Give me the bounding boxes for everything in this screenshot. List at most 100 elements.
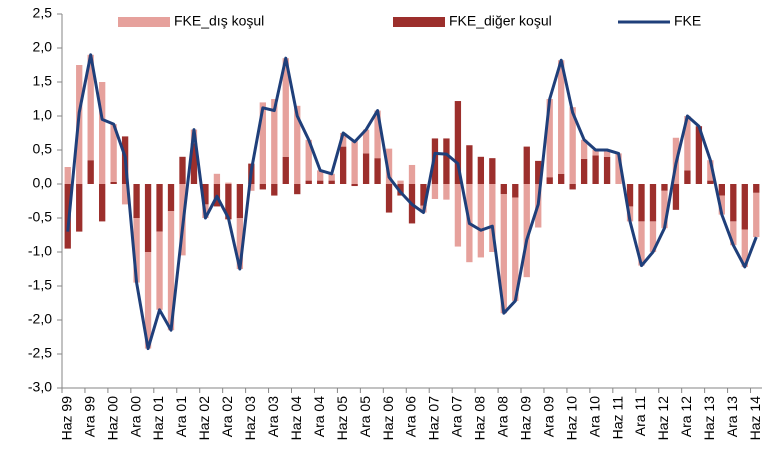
- y-tick-label: -1,0: [28, 243, 52, 259]
- y-tick-label: -2,5: [28, 345, 52, 361]
- bar: [489, 184, 496, 252]
- bar: [282, 156, 289, 184]
- bar: [558, 60, 565, 174]
- bar: [351, 139, 358, 184]
- bar: [489, 158, 496, 184]
- y-tick-label: 2,5: [33, 5, 53, 21]
- bar: [718, 184, 725, 196]
- x-tick-label: Haz 10: [563, 396, 579, 441]
- bar: [121, 184, 129, 205]
- bar: [707, 180, 714, 184]
- bar: [317, 170, 324, 181]
- x-tick-label: Haz 08: [472, 396, 488, 441]
- legend-swatch: [118, 17, 170, 27]
- x-tick-label: Ara 03: [265, 396, 281, 437]
- bar: [730, 184, 737, 222]
- bar: [110, 181, 117, 184]
- x-tick-label: Haz 13: [701, 396, 717, 441]
- x-tick-label: Haz 04: [288, 396, 304, 441]
- bar: [592, 155, 599, 184]
- bar: [225, 182, 232, 184]
- x-tick-label: Ara 02: [219, 396, 235, 437]
- x-tick-label: Ara 11: [632, 396, 648, 436]
- legend-label: FKE_dış koşul: [174, 13, 264, 29]
- x-tick-label: Haz 02: [196, 396, 212, 441]
- x-tick-label: Ara 01: [173, 396, 189, 437]
- x-tick-label: Ara 13: [724, 396, 740, 437]
- bar: [500, 194, 507, 314]
- y-tick-label: 1,0: [33, 107, 53, 123]
- bar: [271, 99, 278, 184]
- bar: [546, 99, 553, 178]
- bar: [236, 218, 244, 269]
- bar: [362, 153, 370, 184]
- bar: [213, 173, 221, 184]
- bar: [684, 170, 691, 184]
- bar: [144, 184, 152, 252]
- bar: [477, 184, 485, 258]
- bar: [282, 58, 289, 157]
- x-tick-label: Haz 00: [104, 396, 120, 441]
- bar: [466, 145, 473, 184]
- x-tick-label: Haz 09: [517, 396, 533, 441]
- bar: [615, 153, 622, 184]
- bar: [500, 184, 507, 195]
- bar: [167, 211, 175, 331]
- bar: [546, 177, 553, 184]
- bar: [179, 156, 186, 184]
- legend-label: FKE: [674, 13, 701, 29]
- bar: [110, 124, 117, 182]
- bar: [626, 184, 634, 207]
- x-tick-label: Haz 11: [609, 396, 625, 440]
- line: [66, 53, 758, 351]
- bar: [684, 116, 691, 171]
- x-tick-label: Haz 99: [58, 396, 74, 441]
- bar: [190, 143, 198, 184]
- x-tick-label: Haz 06: [380, 396, 396, 441]
- bar: [592, 150, 599, 156]
- bar: [443, 138, 450, 184]
- bar: [328, 173, 335, 181]
- bar: [431, 184, 439, 199]
- bar: [248, 184, 255, 191]
- y-tick-label: 1,5: [33, 73, 53, 89]
- bar: [649, 221, 657, 252]
- bar: [523, 146, 530, 184]
- bar: [87, 160, 94, 184]
- bar: [741, 229, 748, 267]
- bar: [351, 184, 358, 187]
- bar: [144, 252, 152, 349]
- bar: [707, 160, 714, 181]
- bar: [133, 218, 140, 283]
- y-tick-label: 2,0: [33, 39, 53, 55]
- bar: [133, 184, 140, 218]
- bar: [374, 110, 381, 159]
- bar: [649, 184, 657, 222]
- bar: [99, 184, 106, 222]
- bar: [156, 231, 163, 310]
- bar: [512, 197, 519, 301]
- bar: [753, 192, 760, 238]
- x-tick-label: Ara 05: [357, 396, 373, 437]
- bar: [512, 184, 519, 198]
- bar: [443, 184, 450, 200]
- x-tick-label: Haz 05: [334, 396, 350, 441]
- bar: [535, 160, 542, 184]
- bar: [385, 184, 393, 213]
- bar: [753, 184, 760, 193]
- bar: [167, 184, 175, 212]
- bar: [317, 180, 324, 184]
- bar: [569, 107, 576, 184]
- legend-label: FKE_diğer koşul: [449, 13, 552, 29]
- bar: [294, 105, 301, 184]
- x-tick-label: Ara 07: [449, 396, 465, 437]
- bar: [362, 129, 370, 154]
- bar: [87, 54, 94, 161]
- legend-swatch: [393, 17, 445, 27]
- bar: [236, 184, 244, 218]
- bar: [294, 184, 301, 195]
- y-tick-label: -3,0: [28, 379, 52, 395]
- bar: [99, 82, 106, 184]
- bar: [454, 184, 462, 247]
